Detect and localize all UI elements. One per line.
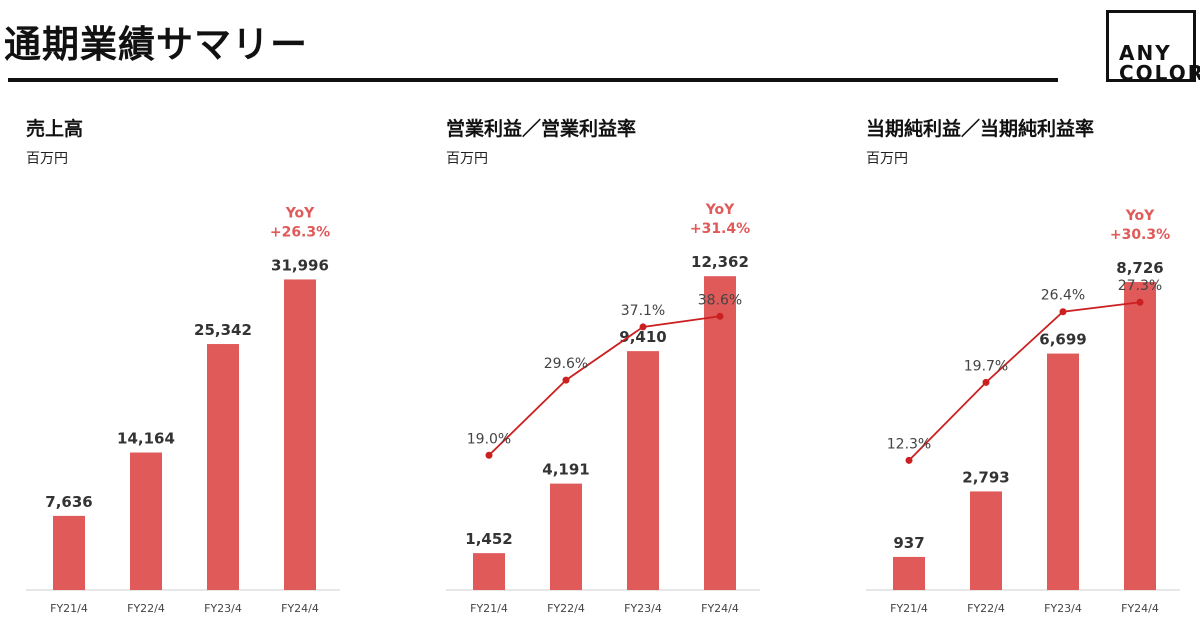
rate-value-label: 29.6% xyxy=(544,356,588,372)
bar-FY23/4 xyxy=(1047,353,1079,590)
bar-FY24/4 xyxy=(1124,282,1156,590)
rate-value-label: 37.1% xyxy=(621,303,665,319)
rate-point-FY22/4 xyxy=(982,378,990,386)
bar-value-label: 8,726 xyxy=(1116,259,1163,277)
net-income-chart: 937 FY21/4 2,793 FY22/4 6,699 FY23/4 8,726 FY24… xyxy=(866,208,1180,615)
bar-value-label: 31,996 xyxy=(271,256,329,274)
yoy-label: YoY xyxy=(705,202,735,218)
chart-title: 営業利益／営業利益率 xyxy=(446,118,637,140)
chart-title: 売上高 xyxy=(26,118,84,140)
x-tick-label: FY21/4 xyxy=(50,602,88,615)
chart-unit: 百万円 xyxy=(26,151,68,167)
rate-line xyxy=(908,301,1141,461)
bar-value-label: 937 xyxy=(893,534,924,552)
bar-FY21/4 xyxy=(473,553,505,590)
operating-profit-chart: 1,452 FY21/4 4,191 FY22/4 9,410 FY23/4 12,362 F… xyxy=(446,202,760,615)
revenue-chart: 7,636 FY21/4 14,164 FY22/4 25,342 FY23/4 31,99… xyxy=(26,205,340,615)
company-logo: ANY COLOR xyxy=(1106,10,1200,83)
x-tick-label: FY21/4 xyxy=(890,602,928,615)
chart-panel-revenue: 売上高 百万円 7,636 FY21/4 14,164 FY22/4 25,342 FY2… xyxy=(26,100,406,630)
yoy-growth-value: +30.3% xyxy=(1110,227,1170,243)
bar-FY24/4 xyxy=(284,279,316,590)
bar-value-label: 4,191 xyxy=(542,461,589,479)
rate-point-FY21/4 xyxy=(905,456,913,464)
logo-text-line-2: COLOR xyxy=(1119,61,1200,85)
rate-point-FY23/4 xyxy=(639,323,647,331)
bar-FY24/4 xyxy=(704,276,736,590)
bar-value-label: 1,452 xyxy=(465,530,512,548)
bar-FY22/4 xyxy=(970,491,1002,590)
x-tick-label: FY22/4 xyxy=(547,602,585,615)
yoy-label: YoY xyxy=(1125,208,1155,224)
chart-panel-net-income: 当期純利益／当期純利益率 百万円 937 FY21/4 2,793 FY22/4 6,6… xyxy=(866,100,1200,630)
chart-unit: 百万円 xyxy=(446,151,488,167)
rate-value-label: 12.3% xyxy=(887,436,931,452)
bar-FY23/4 xyxy=(207,344,239,590)
chart-panel-operating-profit: 営業利益／営業利益率 百万円 1,452 FY21/4 4,191 FY22/4 9,4… xyxy=(446,100,826,630)
rate-point-FY21/4 xyxy=(485,451,493,459)
rate-value-label: 27.3% xyxy=(1118,278,1162,294)
bar-FY21/4 xyxy=(53,515,85,590)
logo-text-line-1: ANY xyxy=(1119,41,1172,65)
bar-value-label: 14,164 xyxy=(117,430,175,448)
bar-FY22/4 xyxy=(130,452,162,590)
bar-value-label: 2,793 xyxy=(962,468,1009,486)
chart-title: 当期純利益／当期純利益率 xyxy=(866,118,1095,140)
rate-point-FY24/4 xyxy=(716,312,724,320)
rate-line xyxy=(488,315,721,456)
bar-value-label: 12,362 xyxy=(691,253,749,271)
rate-value-label: 26.4% xyxy=(1041,288,1085,304)
bar-value-label: 6,699 xyxy=(1039,331,1086,349)
bar-FY21/4 xyxy=(893,556,925,590)
rate-value-label: 38.6% xyxy=(698,292,742,308)
yoy-growth-value: +26.3% xyxy=(270,224,330,240)
x-tick-label: FY24/4 xyxy=(281,602,319,615)
x-tick-label: FY22/4 xyxy=(967,602,1005,615)
rate-point-FY23/4 xyxy=(1059,308,1067,316)
bar-value-label: 9,410 xyxy=(619,328,666,346)
x-tick-label: FY21/4 xyxy=(470,602,508,615)
rate-point-FY22/4 xyxy=(562,376,570,384)
chart-unit: 百万円 xyxy=(866,151,908,167)
x-tick-label: FY24/4 xyxy=(701,602,739,615)
yoy-label: YoY xyxy=(285,205,315,221)
x-tick-label: FY24/4 xyxy=(1121,602,1159,615)
bar-value-label: 7,636 xyxy=(45,493,92,511)
x-tick-label: FY23/4 xyxy=(204,602,242,615)
bar-FY22/4 xyxy=(550,483,582,590)
x-tick-label: FY23/4 xyxy=(624,602,662,615)
bar-value-label: 25,342 xyxy=(194,321,252,339)
title-divider xyxy=(8,78,1058,82)
rate-value-label: 19.0% xyxy=(467,431,511,447)
x-tick-label: FY22/4 xyxy=(127,602,165,615)
x-tick-label: FY23/4 xyxy=(1044,602,1082,615)
yoy-growth-value: +31.4% xyxy=(690,221,750,237)
rate-point-FY24/4 xyxy=(1136,298,1144,306)
rate-value-label: 19.7% xyxy=(964,358,1008,374)
bar-FY23/4 xyxy=(627,351,659,590)
page-title: 通期業績サマリー xyxy=(4,23,308,66)
